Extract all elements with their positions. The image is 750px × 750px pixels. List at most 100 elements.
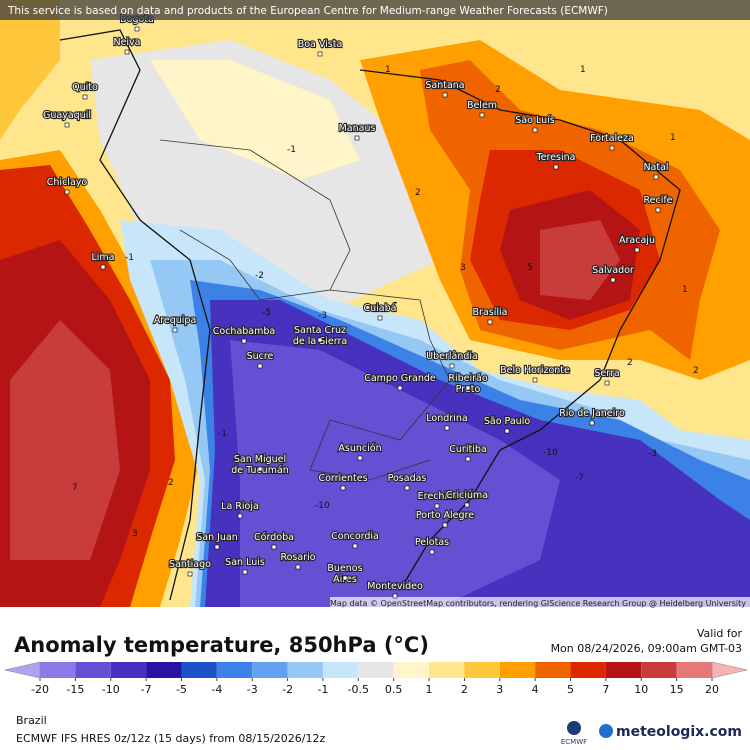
city-dot — [82, 94, 88, 100]
city-dot — [134, 26, 140, 32]
city-dot — [354, 135, 360, 141]
field — [0, 0, 60, 140]
city-label: Londrina — [426, 413, 467, 424]
city-label: Chiclayo — [47, 177, 88, 188]
brand-icon — [599, 724, 613, 738]
colorbar-swatch — [181, 662, 217, 678]
ecmwf-logo: ECMWF — [561, 738, 587, 746]
contour-label: -5 — [262, 308, 271, 318]
contour-label: 3 — [132, 529, 138, 539]
city-dot — [609, 145, 615, 151]
contour-label: 1 — [670, 133, 676, 143]
contour-label: 1 — [580, 65, 586, 75]
field — [230, 340, 560, 607]
city-dot — [377, 315, 383, 321]
city-dot — [392, 593, 398, 599]
city-dot — [397, 385, 403, 391]
city-label: San Juan — [196, 532, 238, 543]
city-dot — [242, 569, 248, 575]
colorbar-label: 5 — [567, 683, 574, 696]
city-label: Montevideo — [367, 581, 423, 592]
colorbar-label: 0.5 — [385, 683, 403, 696]
colorbar-swatch — [641, 662, 677, 678]
city-label: Sucre — [247, 351, 274, 362]
city-label: Salvador — [592, 265, 634, 276]
city-dot — [465, 456, 471, 462]
brand: meteologix.com — [616, 724, 742, 740]
city-label: Recife — [643, 195, 672, 206]
city-label: San Luis — [225, 557, 265, 568]
colorbar-label: 15 — [670, 683, 684, 696]
city-dot — [442, 92, 448, 98]
colorbar-swatch — [499, 662, 536, 678]
city-dot — [655, 207, 661, 213]
city-dot — [257, 466, 263, 472]
model: ECMWF IFS HRES 0z/12z (15 days) from 08/… — [16, 732, 326, 745]
city-dot — [487, 319, 493, 325]
contour-label: -10 — [543, 448, 558, 458]
colorbar-swatch — [252, 662, 288, 678]
city-dot — [317, 51, 323, 57]
contour-label: -7 — [575, 473, 584, 483]
city-dot — [589, 420, 595, 426]
colorbar-label: -5 — [176, 683, 187, 696]
city-dot — [342, 575, 348, 581]
city-dot — [553, 164, 559, 170]
city-dot — [241, 338, 247, 344]
city-label: Cochabamba — [213, 326, 275, 337]
city-label: Posadas — [388, 473, 427, 484]
city-label: Natal — [643, 162, 668, 173]
city-dot — [187, 571, 193, 577]
city-dot — [257, 363, 263, 369]
city-dot — [634, 247, 640, 253]
colorbar-label: -2 — [282, 683, 293, 696]
city-dot — [340, 485, 346, 491]
city-dot — [214, 544, 220, 550]
city-dot — [357, 455, 363, 461]
city-label: Guayaquil — [43, 110, 91, 121]
colorbar-end — [711, 661, 748, 679]
city-dot — [295, 564, 301, 570]
contour-label: 2 — [693, 366, 699, 376]
city-label: São Paulo — [484, 416, 530, 427]
city-label: Lima — [91, 252, 114, 263]
contour-label: 2 — [168, 478, 174, 488]
city-label: Cuiabá — [364, 303, 397, 314]
coastline — [359, 69, 681, 591]
city-label: Corrientes — [318, 473, 367, 484]
city-label: Neiva — [113, 37, 140, 48]
city-dot — [434, 503, 440, 509]
city-label: Boa Vista — [298, 39, 343, 50]
field — [540, 220, 620, 300]
city-label: Porto Alegre — [416, 510, 474, 521]
ecmwf-icon — [567, 721, 581, 735]
city-dot — [317, 337, 323, 343]
city-dot — [465, 385, 471, 391]
city-label: Aracaju — [619, 235, 655, 246]
city-label: San Miguel — [234, 454, 286, 465]
city-label: Manaus — [339, 123, 376, 134]
city-label: Belem — [467, 100, 497, 111]
valid-time: Mon 08/24/2026, 09:00am GMT-03 — [551, 642, 742, 655]
colorbar-label: 1 — [426, 683, 433, 696]
city-label: Concordia — [331, 531, 379, 542]
colorbar-label: -3 — [247, 683, 258, 696]
city-dot — [532, 127, 538, 133]
colorbar-label: -4 — [211, 683, 222, 696]
coastline — [59, 29, 211, 601]
city-dot — [504, 428, 510, 434]
colorbar-label: -7 — [141, 683, 152, 696]
city-label: Buenos — [327, 563, 362, 574]
valid-label: Valid for — [697, 627, 743, 640]
border — [159, 139, 451, 481]
contour-label: -1 — [287, 145, 296, 155]
colorbar-swatch — [216, 662, 253, 678]
colorbar-swatch — [676, 662, 712, 678]
city-label: Rosario — [280, 552, 315, 563]
contour-label: 2 — [495, 85, 501, 95]
contour-label: -10 — [315, 501, 330, 511]
notice: This service is based on data and produc… — [7, 5, 608, 17]
city-label: São Luís — [515, 115, 554, 126]
colorbar-label: 2 — [461, 683, 468, 696]
